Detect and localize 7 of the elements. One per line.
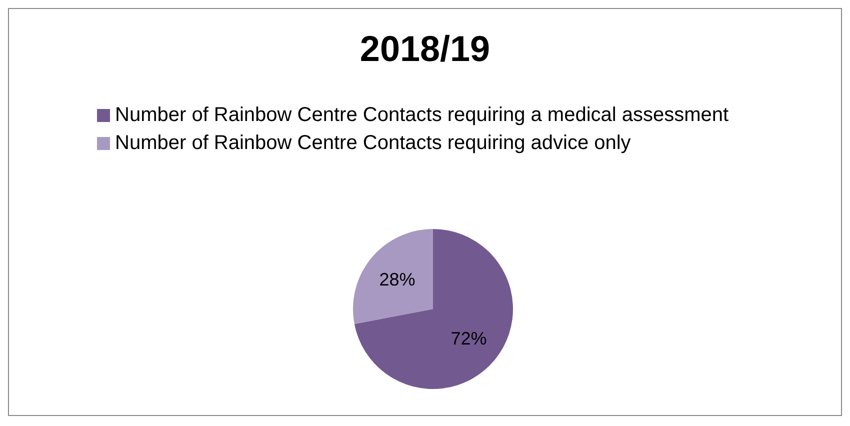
- data-label: 28%: [379, 269, 416, 290]
- legend-label: Number of Rainbow Centre Contacts requiring a medical assessment: [115, 103, 729, 128]
- chart-title: 2018/19: [358, 27, 492, 71]
- legend-label: Number of Rainbow Centre Contacts requiring advice only: [115, 131, 631, 156]
- pie-slice: [353, 229, 433, 324]
- data-label: 72%: [450, 328, 487, 349]
- pie-slice: [354, 229, 513, 389]
